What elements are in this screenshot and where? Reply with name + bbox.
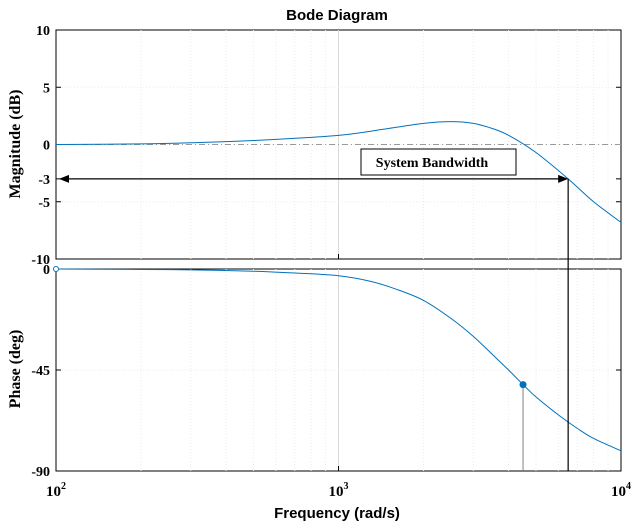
magnitude-tick-label: 10 bbox=[36, 24, 50, 39]
magnitude-tick-label: -5 bbox=[38, 196, 50, 211]
phase-tick-label: 0 bbox=[43, 263, 50, 278]
chart-title: Bode Diagram bbox=[286, 7, 388, 24]
phase-curve bbox=[55, 268, 622, 452]
phase-panel: 0 -45 -90 bbox=[31, 263, 622, 480]
magnitude-tick-label: -3 bbox=[38, 173, 50, 188]
x-tick-label: 104 bbox=[611, 481, 631, 500]
phase-grid bbox=[56, 269, 621, 471]
bandwidth-arrowhead-left bbox=[59, 174, 69, 183]
magnitude-tick-label: 5 bbox=[43, 81, 50, 96]
bandwidth-label-box bbox=[360, 148, 517, 176]
x-tick-label: 103 bbox=[329, 481, 349, 500]
magnitude-tick-label: -10 bbox=[31, 253, 50, 268]
bandwidth-annotation: System Bandwidth bbox=[59, 148, 569, 471]
magnitude-tick-label: 0 bbox=[43, 139, 50, 154]
phase-marker-point bbox=[519, 381, 527, 389]
phase-start-marker bbox=[53, 266, 59, 272]
magnitude-curve bbox=[55, 121, 622, 223]
phase-axis-label: Phase (deg) bbox=[7, 330, 24, 409]
bandwidth-label: System Bandwidth bbox=[376, 156, 489, 171]
x-axis-label: Frequency (rad/s) bbox=[274, 505, 400, 522]
x-tick-label: 102 bbox=[46, 481, 66, 500]
phase-tick-label: -90 bbox=[31, 465, 50, 480]
magnitude-y-ticks: 10 5 0 -3 -5 -10 bbox=[31, 24, 621, 268]
magnitude-panel: 10 5 0 -3 -5 -10 bbox=[31, 24, 622, 268]
bandwidth-arrowhead-right bbox=[558, 174, 569, 183]
magnitude-axis-label: Magnitude (dB) bbox=[7, 90, 24, 199]
phase-tick-label: -45 bbox=[31, 364, 50, 379]
